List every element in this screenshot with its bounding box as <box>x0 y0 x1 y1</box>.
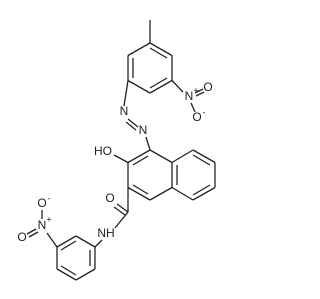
charge-label: - <box>48 193 51 203</box>
atom-label: N <box>38 218 47 232</box>
atom-label: O <box>192 110 201 124</box>
atom-label: N <box>139 123 148 137</box>
charge-label: - <box>203 107 206 117</box>
charge-label: + <box>46 214 51 224</box>
atom-label: O <box>203 80 212 94</box>
atom-label: O <box>17 230 26 244</box>
atom-label: O <box>37 196 46 210</box>
atom-label: NH <box>97 226 114 240</box>
atom-label: N <box>185 89 194 103</box>
atom-label: HO <box>94 144 112 158</box>
charge-label: + <box>193 85 198 95</box>
bonds <box>26 20 216 281</box>
atom-label: O <box>105 191 114 205</box>
atom-label: N <box>120 104 129 118</box>
